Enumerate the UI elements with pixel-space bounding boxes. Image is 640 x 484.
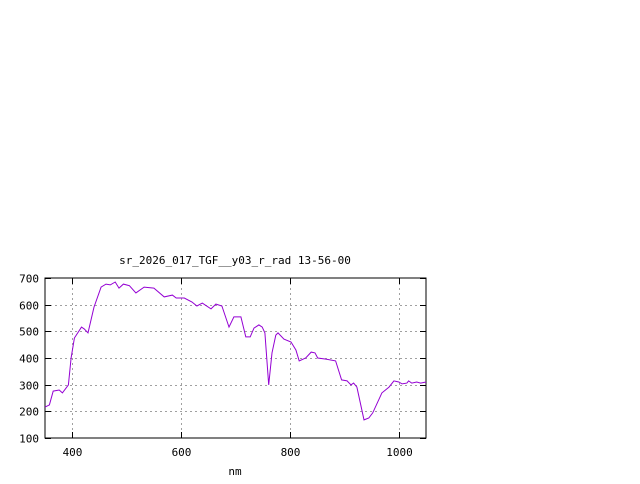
grid [45,278,426,438]
chart-title: sr_2026_017_TGF__y03_r_rad 13-56-00 [119,254,351,267]
y-tick-label: 400 [19,353,39,366]
axis-ticks: 100 200 300 400 500 600 700 400 600 800 1000 [19,273,426,459]
y-tick-label: 200 [19,406,39,419]
y-tick-label: 600 [19,300,39,313]
x-tick-label: 800 [281,446,301,459]
y-tick-label: 100 [19,433,39,446]
x-tick-label: 600 [172,446,192,459]
series-line [44,281,427,421]
plot-border [44,277,427,439]
y-tick-label: 700 [19,273,39,286]
x-tick-label: 1000 [386,446,413,459]
x-axis-label: nm [228,465,242,478]
y-tick-label: 300 [19,380,39,393]
x-tick-label: 400 [63,446,83,459]
y-tick-label: 500 [19,326,39,339]
